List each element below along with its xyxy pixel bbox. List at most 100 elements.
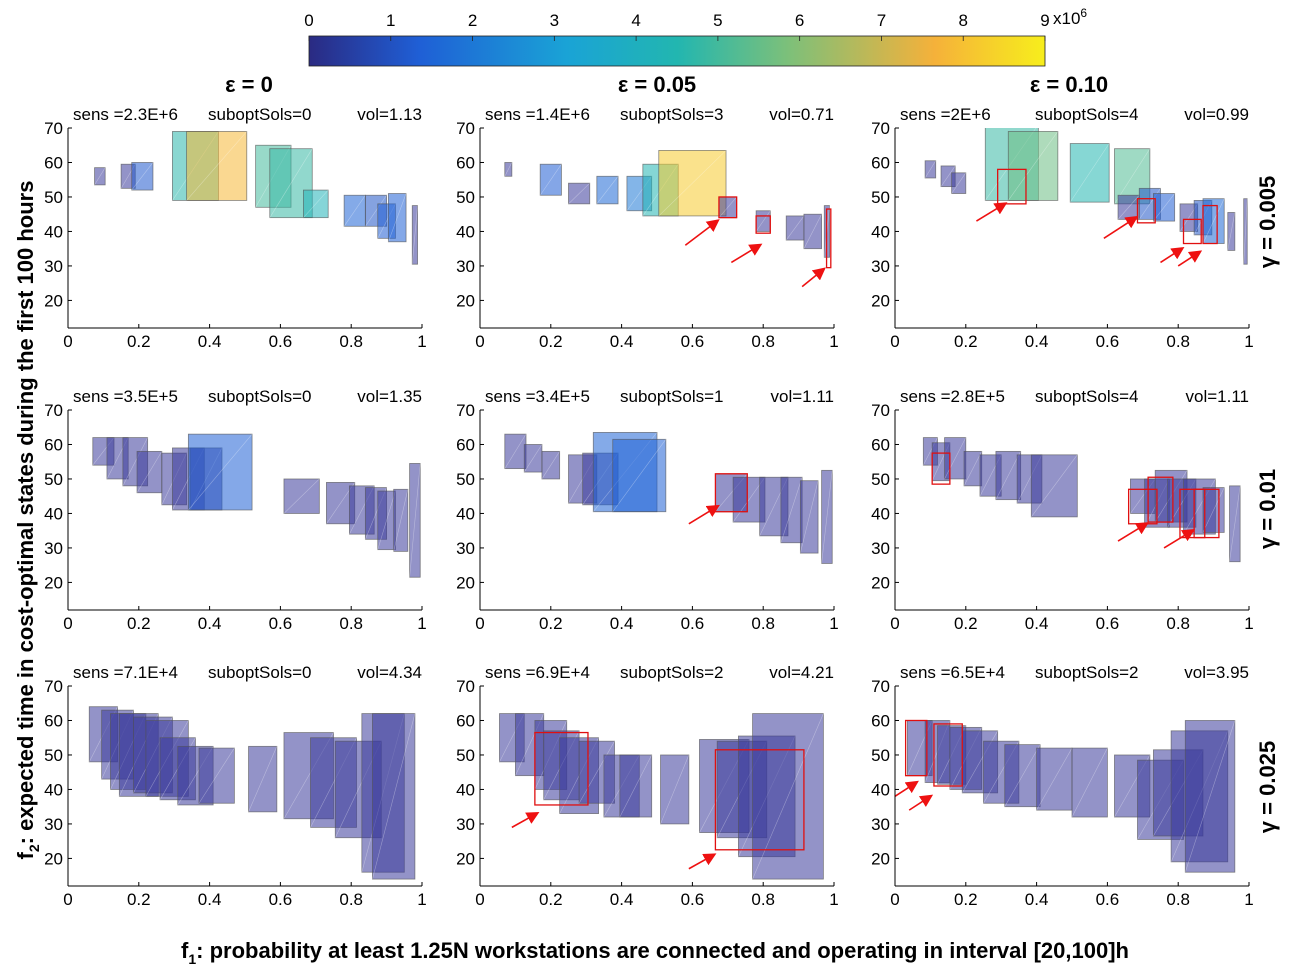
- x-tick-label: 0.6: [1096, 890, 1120, 909]
- box-diagonal: [1114, 148, 1151, 205]
- x-tick-label: 1: [417, 890, 426, 909]
- box-diagonal: [283, 478, 320, 514]
- solution-box: [1243, 198, 1248, 265]
- sens-label: sens =2E+6: [900, 105, 991, 124]
- y-tick-label: 20: [456, 573, 475, 592]
- solution-box: [821, 469, 833, 564]
- box-diagonal: [940, 165, 956, 187]
- panel-0-0: 0 0.2 0.4 0.6 0.8 1 20 30 40 50 60 70 sens =2.3E+6 su…: [44, 105, 427, 351]
- solution-box: [303, 189, 329, 219]
- colorbar-tick-label: 5: [713, 11, 722, 30]
- solution-box: [1227, 212, 1236, 251]
- sens-label: sens =6.9E+4: [485, 663, 590, 682]
- suboptimal-box: [825, 208, 832, 269]
- solution-box: [799, 480, 819, 554]
- suboptimal-arrow: [908, 794, 934, 811]
- boxes: [922, 437, 1241, 563]
- vol-label: vol=1.13: [357, 105, 422, 124]
- suboptimal-arrow: [894, 780, 919, 798]
- box-diagonal: [800, 480, 819, 554]
- box-diagonal: [411, 205, 418, 265]
- x-tick-label: 0.6: [269, 614, 293, 633]
- suboptimal-box: [1147, 476, 1174, 523]
- y-tick-label: 60: [456, 711, 475, 730]
- subopt-label: suboptSols=4: [1035, 387, 1139, 406]
- solution-box: [1229, 485, 1241, 563]
- x-tick-label: 0.2: [539, 614, 563, 633]
- box-diagonal: [1153, 193, 1175, 222]
- y-tick-label: 30: [456, 257, 475, 276]
- box-diagonal: [612, 439, 667, 512]
- solution-box: [94, 167, 106, 186]
- y-axis-label: f2: expected time in cost-optimal states…: [13, 181, 42, 860]
- x-tick-label: 0.2: [127, 332, 151, 351]
- solution-box: [924, 160, 937, 179]
- x-tick-label: 0.6: [681, 890, 705, 909]
- suboptimal-arrow: [1117, 522, 1150, 542]
- solution-box: [187, 433, 253, 511]
- y-tick-label: 60: [44, 435, 63, 454]
- x-tick-label: 0.4: [1025, 890, 1049, 909]
- boxes: [88, 706, 416, 880]
- box-diagonal: [504, 433, 527, 469]
- suboptimal-box: [1202, 204, 1218, 245]
- y-tick-label: 70: [456, 677, 475, 696]
- panel-0-2: 0 0.2 0.4 0.6 0.8 1 20 30 40 50 60 70 sens =2E+6 subo…: [871, 105, 1254, 351]
- y-tick-label: 50: [871, 470, 890, 489]
- y-tick-label: 70: [871, 119, 890, 138]
- solution-box: [539, 163, 562, 196]
- vol-label: vol=4.34: [357, 663, 422, 682]
- y-tick-label: 20: [456, 291, 475, 310]
- y-tick-label: 20: [44, 573, 63, 592]
- y-tick-label: 50: [456, 188, 475, 207]
- solution-box: [752, 713, 824, 880]
- box-diagonal: [186, 131, 247, 201]
- y-tick-label: 60: [456, 435, 475, 454]
- y-tick-label: 70: [44, 401, 63, 420]
- solution-box: [1153, 193, 1176, 222]
- x-tick-label: 0: [63, 890, 72, 909]
- suboptimal-box: [1182, 218, 1202, 245]
- box-diagonal: [388, 193, 407, 242]
- solution-box: [131, 162, 154, 191]
- solution-box: [1071, 747, 1108, 818]
- subopt-label: suboptSols=2: [1035, 663, 1139, 682]
- box-diagonal: [821, 470, 833, 564]
- x-tick-label: 0.6: [681, 614, 705, 633]
- sens-label: sens =3.5E+5: [73, 387, 178, 406]
- panel-1-1: 0 0.2 0.4 0.6 0.8 1 20 30 40 50 60 70 sens =3.4E+5 su…: [456, 387, 839, 633]
- x-tick-label: 0: [475, 890, 484, 909]
- x-tick-label: 0.8: [751, 332, 775, 351]
- suboptimal-box: [755, 215, 771, 234]
- y-tick-label: 60: [456, 153, 475, 172]
- y-tick-label: 50: [871, 188, 890, 207]
- x-tick-label: 0.6: [1096, 332, 1120, 351]
- box-diagonal: [504, 162, 513, 177]
- box-diagonal: [944, 437, 967, 480]
- box-diagonal: [365, 195, 387, 227]
- box-diagonal: [658, 150, 727, 217]
- box-diagonal: [1004, 744, 1041, 807]
- box-diagonal: [995, 451, 1021, 500]
- solution-box: [1030, 454, 1078, 518]
- solution-box: [803, 213, 823, 250]
- x-tick-label: 1: [417, 614, 426, 633]
- box-diagonal: [409, 463, 421, 578]
- x-tick-label: 0.4: [610, 332, 634, 351]
- box-diagonal: [303, 189, 329, 218]
- box-diagonal: [1071, 747, 1108, 818]
- subopt-label: suboptSols=0: [208, 105, 312, 124]
- vol-label: vol=1.35: [357, 387, 422, 406]
- box-diagonal: [1227, 212, 1236, 251]
- x-tick-label: 0.2: [954, 332, 978, 351]
- y-tick-label: 30: [44, 539, 63, 558]
- box-diagonal: [1036, 747, 1073, 811]
- x-tick-label: 0.8: [339, 890, 363, 909]
- suboptimal-box: [718, 196, 738, 219]
- colorbar-tick-label: 2: [468, 11, 477, 30]
- x-tick-label: 0.4: [198, 614, 222, 633]
- y-tick-label: 20: [871, 291, 890, 310]
- sens-label: sens =3.4E+5: [485, 387, 590, 406]
- x-tick-label: 1: [829, 890, 838, 909]
